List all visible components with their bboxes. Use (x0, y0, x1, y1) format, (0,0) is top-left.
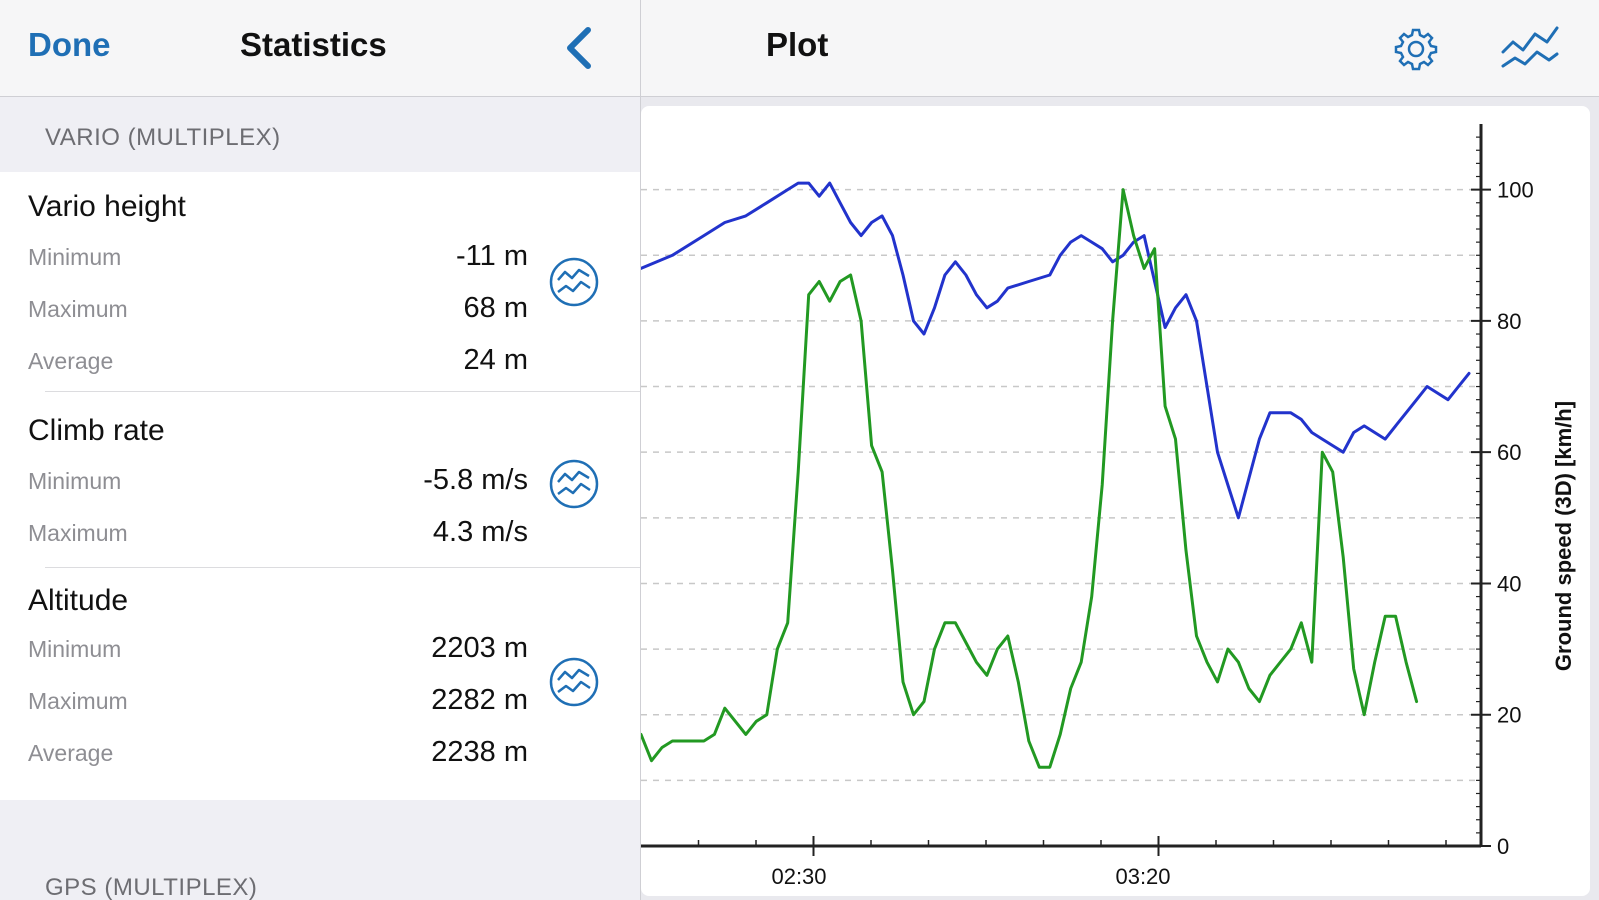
series-line-blue (641, 181, 1471, 520)
plot-graph-icon (549, 459, 599, 509)
section-label-vario: VARIO (MULTIPLEX) (45, 124, 281, 151)
statistics-title: Statistics (240, 26, 387, 63)
x-tick-label: 02:30 (771, 864, 826, 889)
y-tick-label: 0 (1497, 834, 1509, 859)
vario-stats-card: Vario height Minimum -11 m Maximum 68 m … (0, 172, 640, 800)
y-tick-label: 40 (1497, 571, 1521, 596)
ground-speed-chart[interactable]: 0 20 40 60 80 100 02:30 03:20 Ground speed (3D)… (641, 106, 1590, 896)
row-value: -11 m (456, 240, 528, 272)
section-label-gps: GPS (MULTIPLEX) (45, 874, 258, 900)
series-line-green (641, 188, 1419, 769)
row-value: 2203 m (431, 632, 528, 664)
row-value: 68 m (463, 292, 528, 324)
row-value: 24 m (463, 344, 528, 376)
y-tick-label: 80 (1497, 309, 1521, 334)
done-button[interactable]: Done (28, 26, 111, 63)
row-label: Minimum (28, 468, 122, 494)
row-label: Minimum (28, 244, 122, 270)
y-tick-label: 100 (1497, 178, 1534, 203)
statistics-header: Done Statistics (0, 0, 640, 97)
settings-button[interactable] (1391, 24, 1441, 74)
plot-graph-icon (549, 657, 599, 707)
y-tick-label: 60 (1497, 440, 1521, 465)
group-title: Altitude (28, 584, 129, 617)
gear-icon (1394, 28, 1438, 71)
chevron-left-icon (567, 27, 591, 69)
row-label: Average (28, 740, 114, 766)
row-label: Maximum (28, 296, 128, 322)
row-label: Average (28, 348, 114, 374)
row-label: Minimum (28, 636, 122, 662)
row-value: 2282 m (431, 684, 528, 716)
graph-select-button[interactable] (1499, 22, 1561, 76)
group-climb-rate: Climb rate Minimum -5.8 m/s Maximum 4.3 … (0, 392, 640, 568)
y-axis-title: Ground speed (3D) [km/h] (1551, 401, 1576, 671)
row-label: Maximum (28, 520, 128, 546)
group-divider (45, 391, 640, 392)
group-divider (45, 567, 640, 568)
row-value: -5.8 m/s (423, 464, 528, 496)
plot-vario-height-button[interactable] (548, 256, 600, 308)
plot-graph-icon (549, 257, 599, 307)
y-tick-label: 20 (1497, 703, 1521, 728)
statistics-panel: Done Statistics VARIO (MULTIPLEX) Vario … (0, 0, 641, 900)
back-button[interactable] (560, 22, 600, 74)
plot-header: Plot (641, 0, 1599, 97)
row-value: 2238 m (431, 736, 528, 768)
row-label: Maximum (28, 688, 128, 714)
group-altitude: Altitude Minimum 2203 m Maximum 2282 m A… (0, 568, 640, 800)
plot-climb-rate-button[interactable] (548, 458, 600, 510)
group-vario-height: Vario height Minimum -11 m Maximum 68 m … (0, 172, 640, 392)
line-graph-icon (1501, 26, 1559, 68)
plot-area[interactable]: 0 20 40 60 80 100 02:30 03:20 Ground speed (3D)… (641, 106, 1590, 896)
group-title: Vario height (28, 190, 186, 223)
plot-altitude-button[interactable] (548, 656, 600, 708)
group-title: Climb rate (28, 414, 165, 447)
row-value: 4.3 m/s (432, 516, 528, 548)
plot-title: Plot (766, 26, 829, 63)
x-tick-label: 03:20 (1115, 864, 1170, 889)
